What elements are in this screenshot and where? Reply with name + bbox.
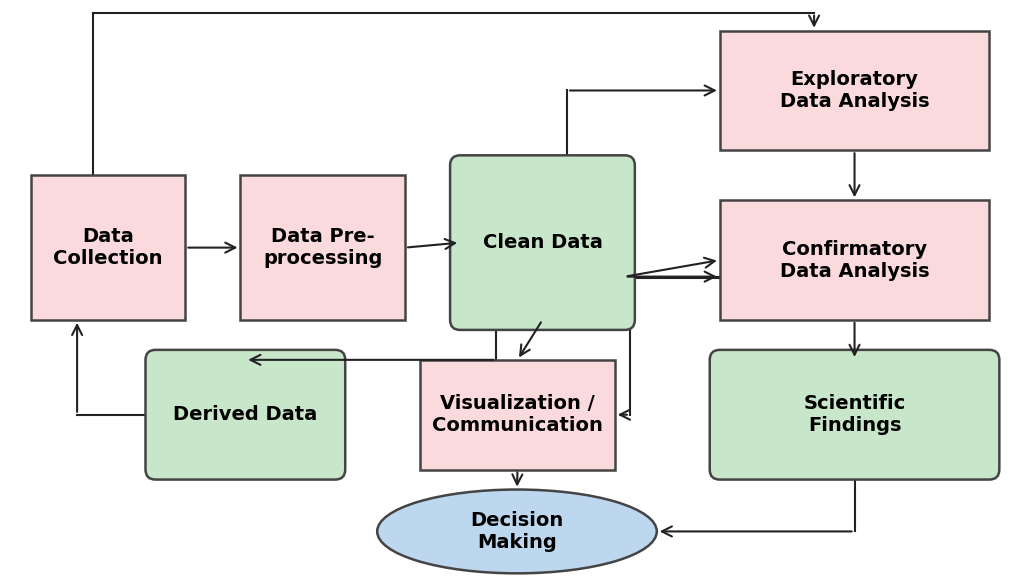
Bar xyxy=(420,360,614,469)
Bar xyxy=(720,200,989,320)
FancyBboxPatch shape xyxy=(451,155,635,330)
Bar xyxy=(31,175,185,320)
FancyBboxPatch shape xyxy=(145,350,345,479)
Text: Data
Collection: Data Collection xyxy=(53,227,163,268)
Text: Data Pre-
processing: Data Pre- processing xyxy=(263,227,382,268)
Bar xyxy=(720,30,989,151)
Text: Derived Data: Derived Data xyxy=(173,405,317,424)
Text: Visualization /
Communication: Visualization / Communication xyxy=(432,394,603,435)
Text: Confirmatory
Data Analysis: Confirmatory Data Analysis xyxy=(779,240,930,281)
Text: Scientific
Findings: Scientific Findings xyxy=(804,394,905,435)
Text: Exploratory
Data Analysis: Exploratory Data Analysis xyxy=(779,70,930,111)
Bar xyxy=(241,175,406,320)
Ellipse shape xyxy=(377,489,656,573)
FancyBboxPatch shape xyxy=(710,350,999,479)
Text: Decision
Making: Decision Making xyxy=(470,511,563,552)
Text: Clean Data: Clean Data xyxy=(482,233,602,252)
